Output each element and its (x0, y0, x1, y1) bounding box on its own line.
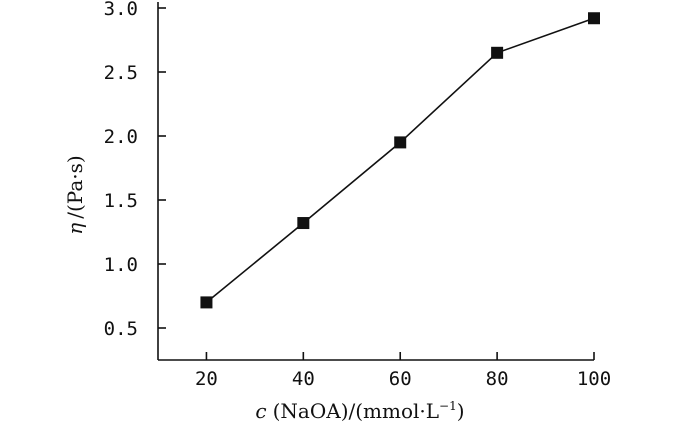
x-tick-label: 20 (195, 368, 218, 390)
y-tick-label: 3.0 (104, 0, 138, 20)
data-point (297, 217, 310, 230)
y-axis-label: η /(Pa·s) (63, 155, 87, 234)
data-markers (200, 12, 600, 309)
y-axis-unit-text: /(Pa·s) (63, 155, 87, 218)
data-point (394, 136, 407, 149)
x-tick-label: 60 (389, 368, 412, 390)
data-point (588, 12, 600, 25)
y-tick-label: 2.0 (104, 126, 138, 148)
data-point (200, 296, 213, 309)
x-tick-label: 80 (486, 368, 509, 390)
x-axis-label: c (NaOA)/(mmol·L−1) (255, 399, 464, 423)
series-line (205, 17, 595, 304)
x-tick-label: 40 (292, 368, 315, 390)
y-tick-label: 1.5 (104, 190, 138, 212)
x-axis-symbol: c (255, 399, 266, 423)
x-axis-ticks: 20 40 60 80 100 (195, 352, 611, 390)
x-tick-label: 100 (577, 368, 611, 390)
y-axis-ticks: 0.5 1.0 1.5 2.0 2.5 3.0 (104, 0, 166, 340)
y-tick-label: 1.0 (104, 254, 138, 276)
x-axis-unit-close: ) (457, 399, 465, 423)
data-point (491, 46, 504, 59)
x-axis-unit-text: (NaOA)/(mmol·L (273, 399, 439, 423)
y-tick-label: 2.5 (104, 62, 138, 84)
x-axis-unit-superscript: −1 (439, 399, 457, 413)
y-axis-symbol: η (63, 223, 87, 235)
y-tick-label: 0.5 (104, 318, 138, 340)
